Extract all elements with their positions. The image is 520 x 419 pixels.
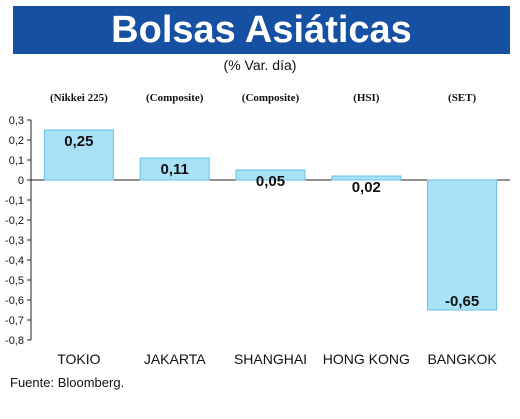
- y-tick-label: -0,4: [5, 255, 24, 267]
- chart-subtitle: (% Var. día): [223, 57, 297, 73]
- y-tick-label: -0,2: [5, 215, 24, 227]
- data-label: 0,05: [256, 173, 285, 190]
- y-tick-label: -0,8: [5, 335, 24, 347]
- y-tick-label: 0,2: [9, 135, 24, 147]
- bar-tokio: [43, 129, 114, 181]
- index-label: (Nikkei 225): [50, 92, 108, 104]
- bar-hong-kong: [331, 175, 402, 181]
- x-tick-label: SHANGHAI: [234, 351, 307, 367]
- bar-bangkok: [427, 179, 498, 311]
- x-tick-label: BANGKOK: [427, 351, 497, 367]
- y-tick-label: -0,5: [5, 275, 24, 287]
- x-tick-label: TOKIO: [57, 351, 100, 367]
- data-label: 0,11: [161, 161, 189, 178]
- bar-jakarta: [139, 157, 210, 181]
- y-tick-label: -0,3: [5, 235, 24, 247]
- data-label: -0,65: [445, 293, 479, 310]
- y-tick-label: -0,6: [5, 295, 24, 307]
- chart-title: Bolsas Asiáticas: [111, 9, 412, 51]
- y-tick-label: -0,1: [5, 195, 24, 207]
- y-tick-label: 0,3: [9, 115, 24, 127]
- x-tick-label: JAKARTA: [144, 351, 206, 367]
- data-label: 0,02: [352, 179, 381, 196]
- x-tick-label: HONG KONG: [323, 351, 410, 367]
- index-label: (HSI): [353, 92, 380, 104]
- y-tick-label: 0: [18, 175, 24, 187]
- index-label: (Composite): [146, 92, 204, 104]
- bar-shanghai: [235, 169, 306, 181]
- y-tick-label: -0,7: [5, 315, 24, 327]
- data-label: 0,25: [64, 133, 93, 150]
- title-bar: Bolsas Asiáticas: [13, 6, 510, 54]
- index-label: (Composite): [242, 92, 300, 104]
- y-tick-label: 0,1: [9, 155, 24, 167]
- index-label: (SET): [448, 92, 476, 104]
- source-note: Fuente: Bloomberg.: [10, 375, 125, 390]
